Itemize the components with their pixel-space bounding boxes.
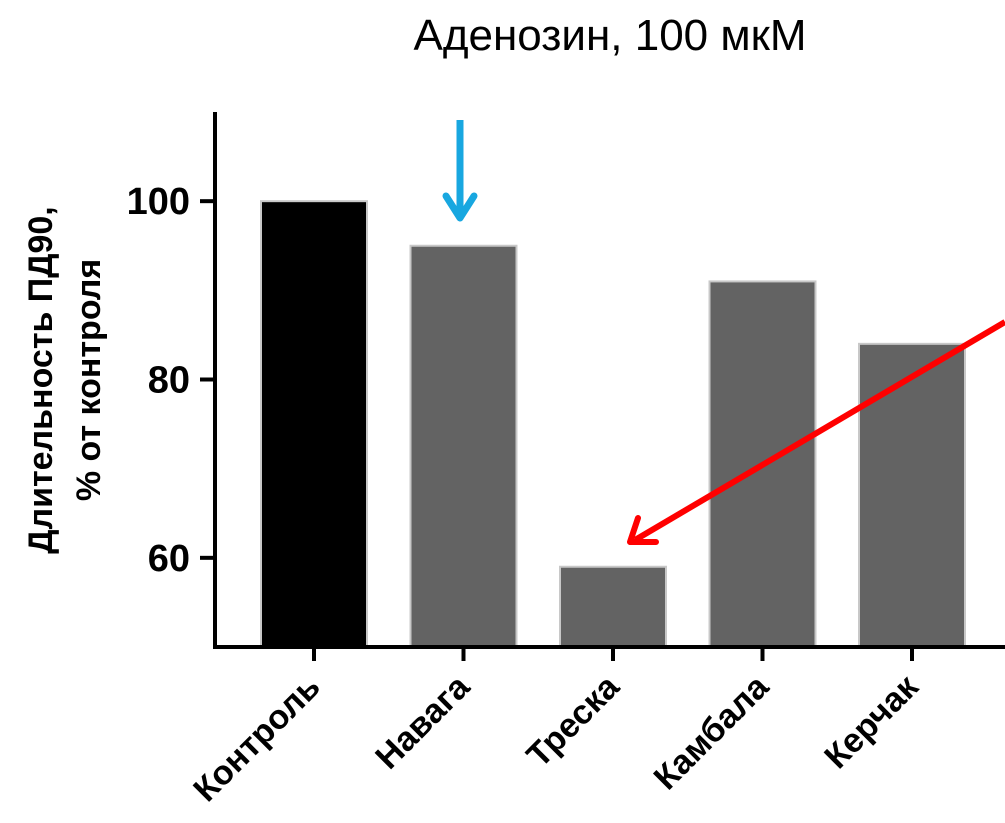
chart-title: Аденозин, 100 мкМ bbox=[413, 11, 806, 60]
y-axis-title-line2: % от контроля bbox=[70, 259, 108, 501]
y-axis-title-line1: Длительность ПД90, bbox=[22, 206, 60, 553]
blue-arrow-annotation bbox=[442, 120, 478, 222]
y-tick-label: 100 bbox=[127, 181, 190, 223]
x-tick-label: Контроль bbox=[186, 668, 327, 809]
y-tick-label: 80 bbox=[148, 360, 190, 402]
bar-2 bbox=[409, 244, 518, 648]
x-ticks-group: Контроль Навага Треска Камбала Керчак bbox=[186, 647, 926, 809]
bar-3 bbox=[559, 565, 667, 648]
y-tick-label: 60 bbox=[148, 538, 190, 580]
x-tick-label: Навага bbox=[368, 667, 478, 777]
y-ticks-group: 60 80 100 bbox=[127, 181, 215, 580]
x-tick-label: Треска bbox=[519, 667, 627, 775]
y-axis-title: Длительность ПД90, % от контроля bbox=[22, 206, 108, 553]
blue-arrow-head bbox=[442, 192, 478, 222]
bar-5 bbox=[858, 342, 966, 648]
red-arrow-annotation bbox=[627, 319, 1005, 545]
red-arrow-shaft bbox=[633, 319, 1005, 543]
red-arrow-head bbox=[627, 515, 659, 545]
x-tick-label: Камбала bbox=[647, 667, 777, 797]
bar-1 bbox=[260, 200, 368, 649]
bars-group bbox=[260, 200, 966, 649]
x-tick-label: Керчак bbox=[817, 667, 926, 776]
